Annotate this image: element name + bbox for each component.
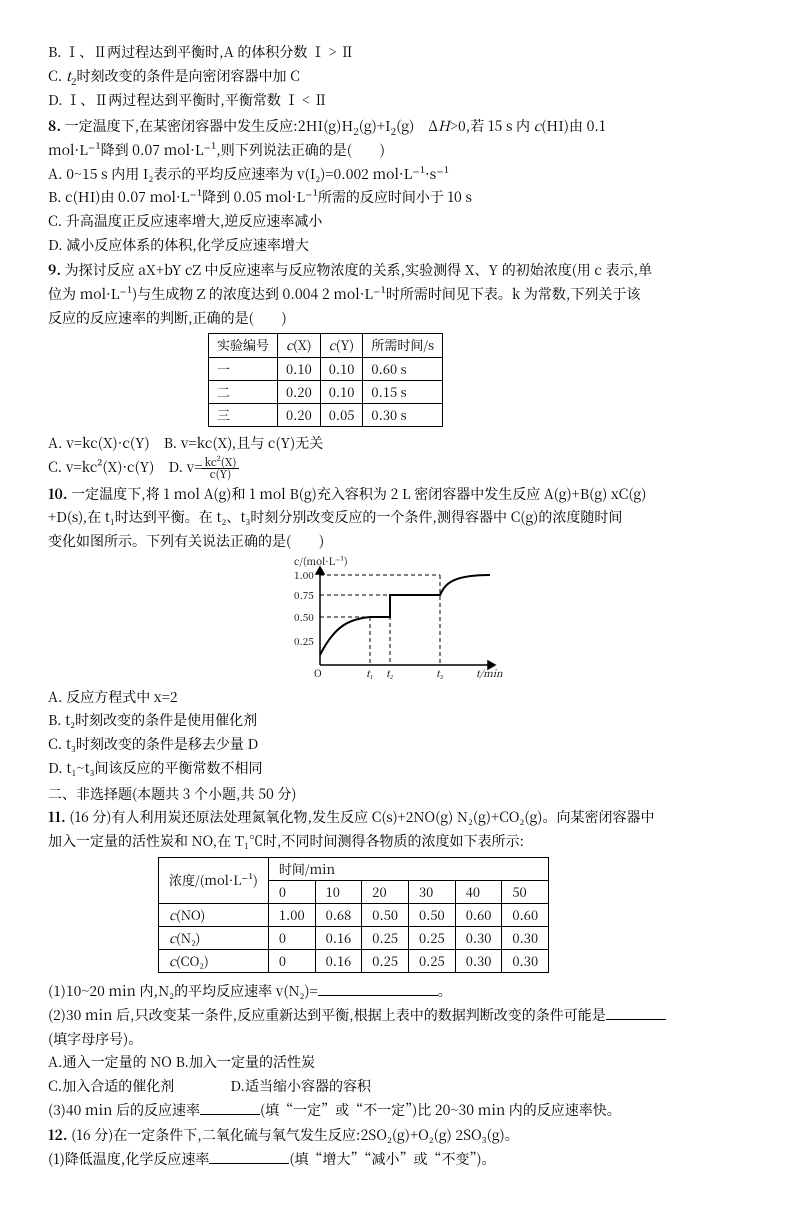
q11p3a: (3)40 min 后的反应速率: [48, 1100, 200, 1120]
q11-p2b: (填字母序号)。: [48, 1029, 752, 1051]
q12-num: 12.: [48, 1125, 68, 1145]
q8-opt-b: B. c(HI)由 0.07 mol·L⁻¹降到 0.05 mol·L⁻¹所需的…: [48, 187, 752, 209]
q7-opt-d: D. Ⅰ、Ⅱ两过程达到平衡时,平衡常数 Ⅰ < Ⅱ: [48, 90, 752, 112]
q7-opt-b: B. Ⅰ、Ⅱ两过程达到平衡时,A 的体积分数 Ⅰ > Ⅱ: [48, 42, 752, 64]
blank-input[interactable]: [606, 1005, 666, 1020]
q11-s1: (16 分)有人利用炭还原法处理氮氧化物,发生反应 C(s)+2NO(g) N₂…: [69, 807, 654, 827]
q11p1b: 。: [438, 981, 452, 1001]
q12-p1: (1)降低温度,化学反应速率 (填“增大”“减小”或“不变”)。: [48, 1149, 752, 1171]
q11-table: 浓度/(mol·L⁻¹) 时间/min 01020304050 c(NO)1.0…: [158, 857, 549, 974]
svg-text:t/min: t/min: [476, 665, 503, 680]
q9-stem1: 9. 为探讨反应 aX+bY cZ 中反应速率与反应物浓度的关系,实验测得 X、…: [48, 260, 752, 282]
table-row: 三0.200.050.30 s: [209, 403, 443, 426]
q11-rowlabel: 浓度/(mol·L⁻¹): [159, 857, 269, 903]
q9-h3: 所需时间/s: [363, 334, 443, 357]
q9-h0: 实验编号: [209, 334, 278, 357]
table-row: c(NO)1.000.680.500.500.600.60: [159, 903, 549, 926]
q8-opt-c: C. 升高温度正反应速率增大,逆反应速率减小: [48, 211, 752, 233]
table-row: 二0.200.100.15 s: [209, 380, 443, 403]
q11-opt-a: A.通入一定量的 NO B.加入一定量的活性炭: [48, 1052, 752, 1074]
table-row: 一0.100.100.60 s: [209, 357, 443, 380]
q9-frac: kc²(X)c(Y): [202, 457, 238, 480]
svg-text:1.00: 1.00: [294, 567, 314, 582]
q10-opt-a: A. 反应方程式中 x=2: [48, 687, 752, 709]
q11-stem2: 加入一定量的活性炭和 NO,在 T₁℃时,不同时间测得各物质的浓度如下表所示:: [48, 831, 752, 853]
q8-H: H: [438, 116, 450, 136]
q8-b: H: [341, 116, 353, 136]
svg-text:0.50: 0.50: [294, 609, 314, 624]
q12p1a: (1)降低温度,化学反应速率: [48, 1149, 209, 1169]
svg-text:t₂: t₂: [386, 665, 394, 680]
q8-num: 8.: [48, 116, 61, 136]
q9-h1: c(X): [278, 334, 321, 357]
q10-opt-c: C. t₃时刻改变的条件是移去少量 D: [48, 734, 752, 756]
q8-stem2: mol·L⁻¹降到 0.07 mol·L⁻¹,则下列说法正确的是( ): [48, 140, 752, 162]
q11-stem1: 11. (16 分)有人利用炭还原法处理氮氧化物,发生反应 C(s)+2NO(g…: [48, 807, 752, 829]
svg-text:0.25: 0.25: [294, 633, 314, 648]
q8-a: 一定温度下,在某密闭容器中发生反应:2HI(g): [65, 116, 342, 136]
q8-opt-d: D. 减小反应体系的体积,化学反应速率增大: [48, 235, 752, 257]
blank-input[interactable]: [209, 1149, 289, 1164]
q12-s1: (16 分)在一定条件下,二氧化硫与氧气发生反应:2SO₂(g)+O₂(g) 2…: [71, 1125, 519, 1145]
q10-stem2: +D(s),在 t₁时达到平衡。在 t₂、t₃时刻分别改变反应的一个条件,测得容…: [48, 507, 752, 529]
q9-stem3: 反应的反应速率的判断,正确的是( ): [48, 308, 752, 330]
svg-text:t₁: t₁: [366, 665, 373, 680]
q11p1a: (1)10~20 min 内,N₂的平均反应速率 v(N₂)=: [48, 981, 318, 1001]
q9-frac-d: c(Y): [202, 469, 238, 480]
svg-text:0.75: 0.75: [294, 587, 314, 602]
q9-num: 9.: [48, 260, 61, 280]
q9-s1: 为探讨反应 aX+bY cZ 中反应速率与反应物浓度的关系,实验测得 X、Y 的…: [65, 260, 652, 280]
q9c-pre: C. v=kc²(X)·c(Y) D. v=: [48, 457, 202, 477]
svg-text:t₃: t₃: [436, 665, 444, 680]
q8-f: (HI)由 0.1: [541, 116, 605, 136]
q8-d: (g) Δ: [396, 116, 438, 136]
q10-opt-d: D. t₁~t₃间该反应的平衡常数不相同: [48, 758, 752, 780]
q11-opt-c: C.加入合适的催化剂 D.适当缩小容器的容积: [48, 1076, 752, 1098]
q8-e: >0,若 15 s 内: [450, 116, 534, 136]
q8-c: (g)+I: [359, 116, 391, 136]
q9-stem2: 位为 mol·L⁻¹)与生成物 Z 的浓度达到 0.004 2 mol·L⁻¹时…: [48, 284, 752, 306]
blank-input[interactable]: [200, 1100, 260, 1115]
q11p2a: (2)30 min 后,只改变某一条件,反应重新达到平衡,根据上表中的数据判断改…: [48, 1005, 606, 1025]
q10-stem1: 10. 一定温度下,将 1 mol A(g)和 1 mol B(g)充入容积为 …: [48, 484, 752, 506]
q9-table: 实验编号 c(X) c(Y) 所需时间/s 一0.100.100.60 s 二0…: [208, 333, 443, 427]
q10-stem3: 变化如图所示。下列有关说法正确的是( ): [48, 531, 752, 553]
table-row: c(N₂)00.160.250.250.300.30: [159, 927, 549, 950]
q8-stem: 8. 一定温度下,在某密闭容器中发生反应:2HI(g)H2(g)+I2(g) Δ…: [48, 116, 752, 138]
q11-num: 11.: [48, 807, 66, 827]
q11-timelabel: 时间/min: [268, 857, 548, 880]
q10-s1: 一定温度下,将 1 mol A(g)和 1 mol B(g)充入容积为 2 L …: [71, 484, 646, 504]
q11-p2a: (2)30 min 后,只改变某一条件,反应重新达到平衡,根据上表中的数据判断改…: [48, 1005, 752, 1027]
q12p1b: (填“增大”“减小”或“不变”)。: [289, 1149, 495, 1169]
q7c-body: 时刻改变的条件是向密闭容器中加 C: [76, 66, 299, 86]
section-2-title: 二、非选择题(本题共 3 个小题,共 50 分): [48, 784, 752, 806]
table-row: c(CO₂)00.160.250.250.300.30: [159, 950, 549, 973]
q12-stem1: 12. (16 分)在一定条件下,二氧化硫与氧气发生反应:2SO₂(g)+O₂(…: [48, 1125, 752, 1147]
q8-opt-a: A. 0~15 s 内用 I₂表示的平均反应速率为 v(I₂)=0.002 mo…: [48, 164, 752, 186]
q11-p3: (3)40 min 后的反应速率 (填“一定”或“不一定”)比 20~30 min…: [48, 1100, 752, 1122]
q9-h2: c(Y): [320, 334, 363, 357]
svg-text:O: O: [314, 665, 322, 680]
q9-opt-cd: C. v=kc²(X)·c(Y) D. v=kc²(X)c(Y): [48, 457, 752, 480]
q7c-prefix: C.: [48, 66, 66, 86]
q10-chart: c/(mol·L⁻¹) 1.00 0.75 0.50 0.25 O t₁ t₂ …: [290, 555, 510, 685]
q11p3b: (填“一定”或“不一定”)比 20~30 min 内的反应速率快。: [260, 1100, 621, 1120]
q10-num: 10.: [48, 484, 68, 504]
q9-opt-ab: A. v=kc(X)·c(Y) B. v=kc(X),且与 c(Y)无关: [48, 433, 752, 455]
q7-opt-c: C. t2时刻改变的条件是向密闭容器中加 C: [48, 66, 752, 88]
q11-p1: (1)10~20 min 内,N₂的平均反应速率 v(N₂)= 。: [48, 981, 752, 1003]
q10-opt-b: B. t₂时刻改变的条件是使用催化剂: [48, 710, 752, 732]
blank-input[interactable]: [318, 981, 438, 996]
